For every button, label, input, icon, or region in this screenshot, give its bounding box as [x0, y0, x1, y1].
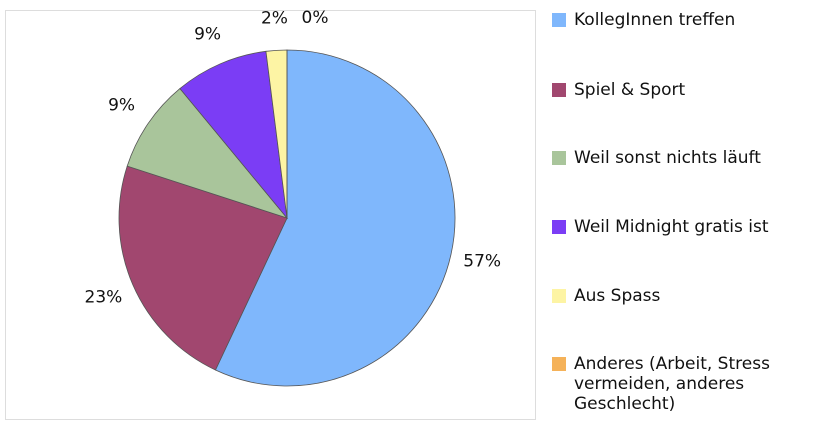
- legend-entry: KollegInnen treffen: [552, 10, 814, 30]
- legend-label: Weil sonst nichts läuft: [574, 148, 761, 168]
- slice-label: 23%: [85, 287, 123, 307]
- legend-swatch: [552, 289, 566, 303]
- pie-slice: [118, 165, 288, 371]
- legend-swatch: [552, 13, 566, 27]
- pie-slice: [126, 87, 289, 219]
- slice-label: 0%: [302, 8, 329, 28]
- legend-entry: Spiel & Sport: [552, 80, 814, 100]
- pie-slice: [179, 50, 288, 220]
- legend-entry: Aus Spass: [552, 286, 814, 306]
- slice-label: 2%: [261, 8, 288, 28]
- legend-swatch: [552, 151, 566, 165]
- legend-label: Anderes (Arbeit, Stress vermeiden, ander…: [574, 354, 770, 414]
- legend-entry: Weil sonst nichts läuft: [552, 148, 814, 168]
- legend-entry: Anderes (Arbeit, Stress vermeiden, ander…: [552, 354, 814, 414]
- legend-label: KollegInnen treffen: [574, 10, 736, 30]
- pie-slice: [214, 49, 456, 387]
- slice-label: 57%: [463, 252, 501, 272]
- legend-swatch: [552, 83, 566, 97]
- slice-label: 9%: [194, 24, 221, 44]
- legend-label: Spiel & Sport: [574, 80, 686, 100]
- legend-label: Weil Midnight gratis ist: [574, 217, 769, 237]
- legend-swatch: [552, 357, 566, 371]
- legend-swatch: [552, 220, 566, 234]
- legend-entry: Weil Midnight gratis ist: [552, 217, 814, 237]
- pie: 57% 23% 9% 9% 2% 0%: [85, 8, 501, 387]
- slice-label: 9%: [108, 96, 135, 116]
- legend-label: Aus Spass: [574, 286, 661, 306]
